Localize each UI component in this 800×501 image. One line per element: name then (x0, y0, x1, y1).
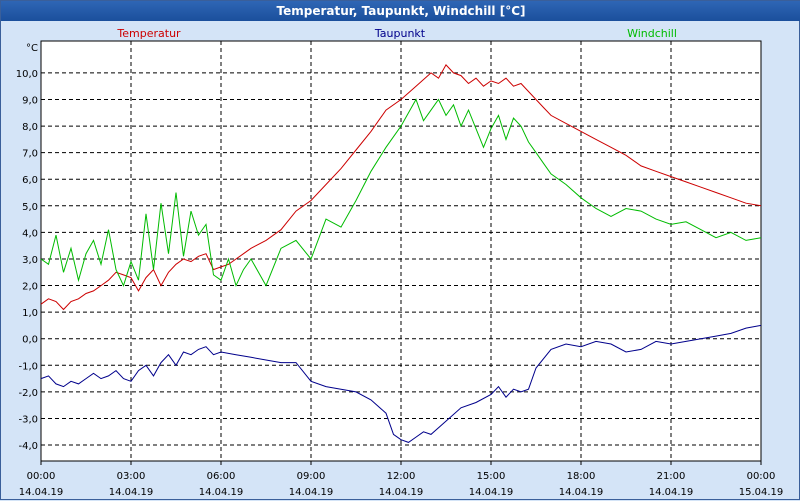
x-tick-time-label: 00:00 (747, 471, 776, 482)
x-tick-date-label: 14.04.19 (19, 487, 64, 498)
x-tick-date-label: 14.04.19 (649, 487, 694, 498)
y-tick-label: -2,0 (18, 388, 38, 399)
legend-entry-temperatur: Temperatur (116, 27, 181, 40)
legend-entry-windchill: Windchill (627, 27, 677, 40)
y-tick-label: 1,0 (22, 308, 38, 319)
y-tick-label: 9,0 (22, 95, 38, 106)
x-tick-time-label: 00:00 (27, 471, 56, 482)
y-tick-label: 10,0 (16, 69, 38, 80)
y-tick-label: 6,0 (22, 175, 38, 186)
x-tick-time-label: 09:00 (297, 471, 326, 482)
y-tick-label: 5,0 (22, 202, 38, 213)
x-tick-time-label: 15:00 (477, 471, 506, 482)
series-line-taupunkt (40, 324, 762, 443)
x-tick-date-label: 14.04.19 (199, 487, 244, 498)
x-tick-date-label: 14.04.19 (469, 487, 514, 498)
x-tick-date-label: 15.04.19 (739, 487, 784, 498)
x-tick-time-label: 06:00 (207, 471, 236, 482)
x-tick-time-label: 21:00 (657, 471, 686, 482)
y-tick-label: 3,0 (22, 255, 38, 266)
series-line-windchill (40, 98, 762, 288)
y-tick-label: 8,0 (22, 122, 38, 133)
y-tick-label: -3,0 (18, 414, 38, 425)
x-tick-date-label: 14.04.19 (379, 487, 424, 498)
x-tick-time-label: 03:00 (117, 471, 146, 482)
x-tick-time-label: 18:00 (567, 471, 596, 482)
y-axis-unit-label: °C (26, 43, 38, 54)
series-lines (40, 64, 762, 443)
y-tick-label: 4,0 (22, 228, 38, 239)
series-line-temperatur (40, 64, 762, 311)
x-tick-date-label: 14.04.19 (109, 487, 154, 498)
legend-entry-taupunkt: Taupunkt (374, 27, 426, 40)
x-tick-date-label: 14.04.19 (289, 487, 334, 498)
axis-ticks: 10,0 9,0 8,0 7,0 6,0 5,0 4,0 3,0 2,0 1,0 0,0 -1,0 -2… (16, 69, 784, 498)
y-tick-label: 0,0 (22, 335, 38, 346)
x-tick-date-label: 14.04.19 (559, 487, 604, 498)
y-tick-label: 7,0 (22, 149, 38, 160)
window-title: Temperatur, Taupunkt, Windchill [°C] (1, 1, 800, 21)
legend: Temperatur Taupunkt Windchill (116, 27, 677, 40)
y-tick-label: -1,0 (18, 361, 38, 372)
y-tick-label: 2,0 (22, 282, 38, 293)
y-tick-label: -4,0 (18, 441, 38, 452)
x-tick-time-label: 12:00 (387, 471, 416, 482)
